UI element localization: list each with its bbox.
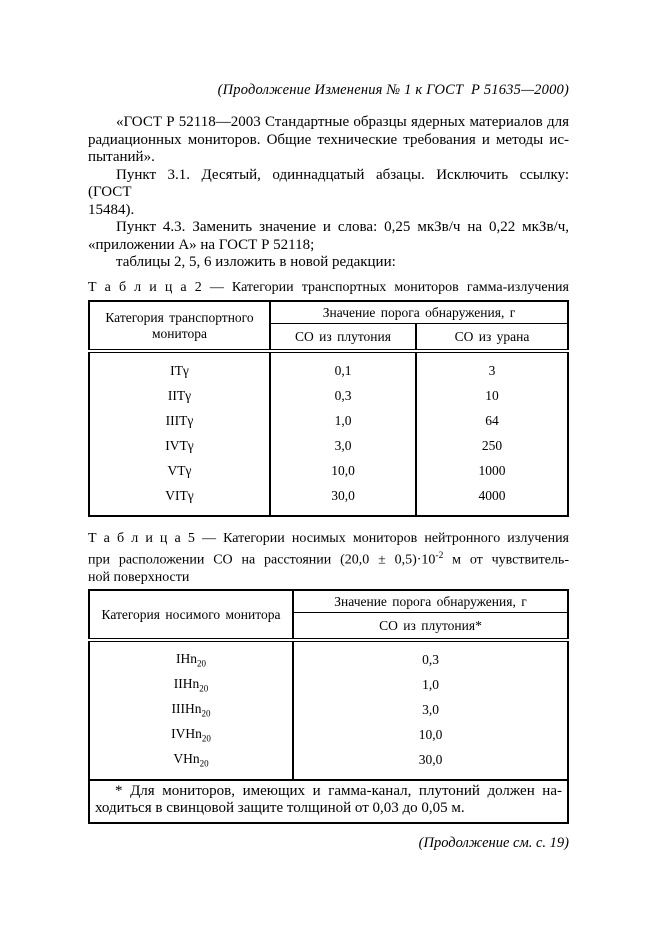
text-line: радиационных мониторов. Общие технически… <box>88 131 569 148</box>
value-cell: 10,0 <box>270 458 417 483</box>
value-cell: 1,0 <box>270 408 417 433</box>
paragraph-punkt-3-1: Пункт 3.1. Десятый, одиннадцатый абзацы.… <box>88 167 569 220</box>
paragraph-gost-ref: «ГОСТ Р 52118—2003 Стандартные образцы я… <box>88 114 569 167</box>
text-line: 15484). <box>88 201 135 218</box>
text-line: «приложении А» на ГОСТ Р 52118; <box>88 236 315 253</box>
footnote-line: ходиться в свинцовой защите толщиной от … <box>95 800 465 817</box>
continuation-note: (Продолжение см. с. 19) <box>418 835 569 852</box>
table5-header-row-1: Категория носимого монитора Значение пор… <box>89 590 568 643</box>
text-line: Т а б л и ц а 5 — Категории носимых мони… <box>88 531 569 546</box>
exponent: -2 <box>435 550 444 561</box>
table2-header-pu: СО из плутония <box>270 323 417 353</box>
value-cell: 3 <box>488 362 496 378</box>
value-cell: 3,0 <box>270 433 417 458</box>
text-line: ной поверхности <box>88 569 190 585</box>
table-row: IVТγ 3,0 250 <box>89 433 568 458</box>
subscript: 20 <box>201 733 211 744</box>
category-cell: IНn20 <box>89 640 294 673</box>
value-cell: 0,3 <box>270 383 417 408</box>
category-cell: IIТγ <box>89 383 271 408</box>
value-cell: 3,0 <box>422 701 439 717</box>
table-row: IIНn20 1,0 <box>89 672 568 698</box>
table2-transport-monitors: Категория транспортного монитора Значени… <box>88 300 569 517</box>
table2-caption: Т а б л и ц а 2 — Категории транспортных… <box>88 279 569 295</box>
text-line: Пункт 3.1. Десятый, одиннадцатый абзацы.… <box>88 166 569 201</box>
text-line: таблицы 2, 5, 6 изложить в новой редакци… <box>116 254 396 270</box>
category-cell: IТγ <box>89 351 271 383</box>
table-row: VНn20 30,0 <box>89 747 568 781</box>
caption-text: при расположении СО на расстоянии (20,0 … <box>88 552 436 568</box>
category-cell: IIIТγ <box>89 408 271 433</box>
category-cell: VТγ <box>89 458 271 483</box>
text-line: пытаний». <box>88 149 155 165</box>
category-cell: IVТγ <box>89 433 271 458</box>
value-cell: 1000 <box>478 462 506 478</box>
value-cell: 250 <box>481 437 503 453</box>
text-line: «ГОСТ Р 52118—2003 Стандартные образцы я… <box>116 114 569 130</box>
value-cell: 4000 <box>478 487 506 503</box>
value-cell: 10 <box>485 387 499 403</box>
table5-portable-monitors: Категория носимого монитора Значение пор… <box>88 589 569 825</box>
category-cell: IVНn20 <box>89 722 294 748</box>
table-row: IIIТγ 1,0 64 <box>89 408 568 433</box>
table5-header-group: Значение порога обнаружения, г <box>293 590 568 614</box>
table-row: IТγ 0,1 3 <box>89 351 568 383</box>
table2-header-category: Категория транспортного монитора <box>89 301 271 353</box>
subscript: 20 <box>199 683 209 694</box>
table-row: VIТγ 30,0 4000 <box>89 483 568 516</box>
footnote-line: * Для мониторов, имеющих и гамма-канал, … <box>115 783 562 800</box>
value-cell: 30,0 <box>418 751 443 767</box>
value-cell: 0,1 <box>270 351 417 383</box>
category-cell: IIНn20 <box>89 672 294 698</box>
table-footnote: * Для мониторов, имеющих и гамма-канал, … <box>89 779 568 824</box>
table-row: IIIНn20 3,0 <box>89 697 568 723</box>
subscript: 20 <box>197 658 206 669</box>
table5-header-row-2: СО из плутония* <box>89 612 568 643</box>
category-cell: IIIНn20 <box>89 697 294 723</box>
paragraph-tables-note: таблицы 2, 5, 6 изложить в новой редакци… <box>88 254 569 272</box>
subscript: 20 <box>201 708 211 719</box>
value-cell: 30,0 <box>270 483 417 516</box>
table2-header-row-1: Категория транспортного монитора Значени… <box>89 301 568 353</box>
table5-footnote-row: * Для мониторов, имеющих и гамма-канал, … <box>89 779 568 824</box>
table2-header-row-2: СО из плутония СО из урана <box>89 323 568 353</box>
table2-header-u: СО из урана <box>416 323 568 353</box>
value-cell: 0,3 <box>422 651 439 667</box>
category-cell: VНn20 <box>89 747 294 781</box>
table-row: IVНn20 10,0 <box>89 722 568 748</box>
table-row: IIТγ 0,3 10 <box>89 383 568 408</box>
table-row: IНn20 0,3 <box>89 640 568 673</box>
table2-header-group: Значение порога обнаружения, г <box>270 301 568 324</box>
running-head: (Продолжение Изменения № 1 к ГОСТ Р 5163… <box>217 82 569 98</box>
value-cell: 1,0 <box>422 676 439 692</box>
table-row: VТγ 10,0 1000 <box>89 458 568 483</box>
text-line: Пункт 4.3. Заменить значение и слова: 0,… <box>116 219 569 235</box>
paragraph-punkt-4-3: Пункт 4.3. Заменить значение и слова: 0,… <box>88 219 569 254</box>
table5-header-category: Категория носимого монитора <box>89 590 294 643</box>
table5-header-pu: СО из плутония* <box>293 612 568 643</box>
category-cell: VIТγ <box>89 483 271 516</box>
table5-caption: Т а б л и ц а 5 — Категории носимых мони… <box>88 530 569 586</box>
text-line: при расположении СО на расстоянии (20,0 … <box>88 548 569 569</box>
value-cell: 64 <box>485 412 499 428</box>
value-cell: 10,0 <box>418 726 443 742</box>
subscript: 20 <box>199 758 209 769</box>
caption-text: м от чувствитель- <box>443 552 569 568</box>
